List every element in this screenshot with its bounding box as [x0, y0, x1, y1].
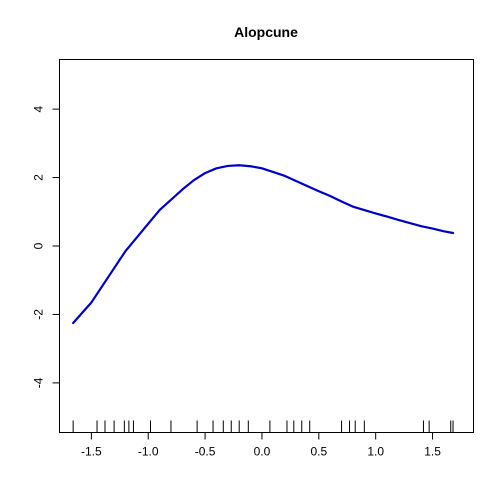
- chart-title: Alopcune: [234, 24, 298, 40]
- rug-marks: [72, 420, 454, 433]
- x-tick-label: -0.5: [195, 445, 216, 459]
- x-tick-label: 0.5: [310, 445, 327, 459]
- y-tick-label: 4: [32, 105, 46, 112]
- x-tick-label: 1.5: [424, 445, 441, 459]
- series-line: [72, 164, 455, 325]
- y-tick-label: 0: [32, 242, 46, 249]
- series-layer: [72, 164, 455, 325]
- y-tick-label: -4: [32, 377, 46, 388]
- x-tick-label: 1.0: [367, 445, 384, 459]
- plot-area-frame: [59, 59, 474, 433]
- x-tick-label: -1.5: [81, 445, 102, 459]
- x-tick-label: 0.0: [254, 445, 271, 459]
- y-tick-label: -2: [32, 309, 46, 320]
- y-axis: -4 -2 0 2 4: [32, 105, 60, 388]
- x-tick-label: -1.0: [138, 445, 159, 459]
- x-axis: -1.5 -1.0 -0.5 0.0 0.5 1.0 1.5: [81, 432, 441, 459]
- y-tick-label: 2: [32, 174, 46, 181]
